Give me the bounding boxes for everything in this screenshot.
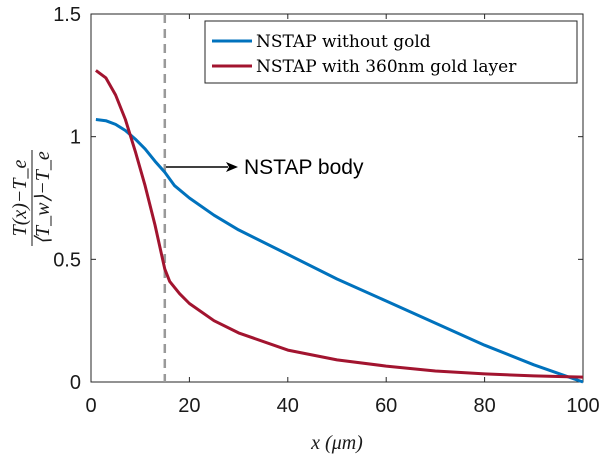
- x-tick-label: 20: [178, 395, 200, 417]
- tick-labels: 0 20 40 60 80 100 0 0.5 1 1.5: [53, 4, 600, 417]
- nstap-body-annotation: NSTAP body: [166, 156, 364, 179]
- x-axis-label: x (μm): [310, 432, 363, 454]
- series-lines: [95, 69, 584, 384]
- series-line-2: [95, 69, 584, 379]
- x-tick-label: 40: [277, 395, 299, 417]
- legend: NSTAP without gold NSTAP with 360nm gold…: [204, 20, 578, 84]
- legend-label-series-2: NSTAP with 360nm gold layer: [256, 57, 517, 77]
- x-tick-label: 80: [473, 395, 495, 417]
- x-tick-label: 0: [85, 395, 96, 417]
- y-tick-label: 1: [70, 127, 81, 149]
- legend-box: [204, 20, 578, 84]
- legend-label-series-1: NSTAP without gold: [256, 32, 431, 52]
- arrowhead-icon: [226, 162, 238, 172]
- y-axis-label: T(x)−T_e ⟨T_w⟩−T_e: [9, 150, 54, 246]
- annotation-label: NSTAP body: [244, 156, 364, 179]
- series-line-1: [95, 118, 584, 384]
- y-tick-label: 0.5: [53, 249, 81, 271]
- y-tick-label: 1.5: [53, 4, 81, 26]
- y-tick-label: 0: [70, 372, 81, 394]
- y-axis-label-denominator: ⟨T_w⟩−T_e: [32, 151, 54, 245]
- y-axis-label-numerator: T(x)−T_e: [9, 159, 31, 236]
- x-tick-label: 60: [375, 395, 397, 417]
- x-tick-label: 100: [566, 395, 599, 417]
